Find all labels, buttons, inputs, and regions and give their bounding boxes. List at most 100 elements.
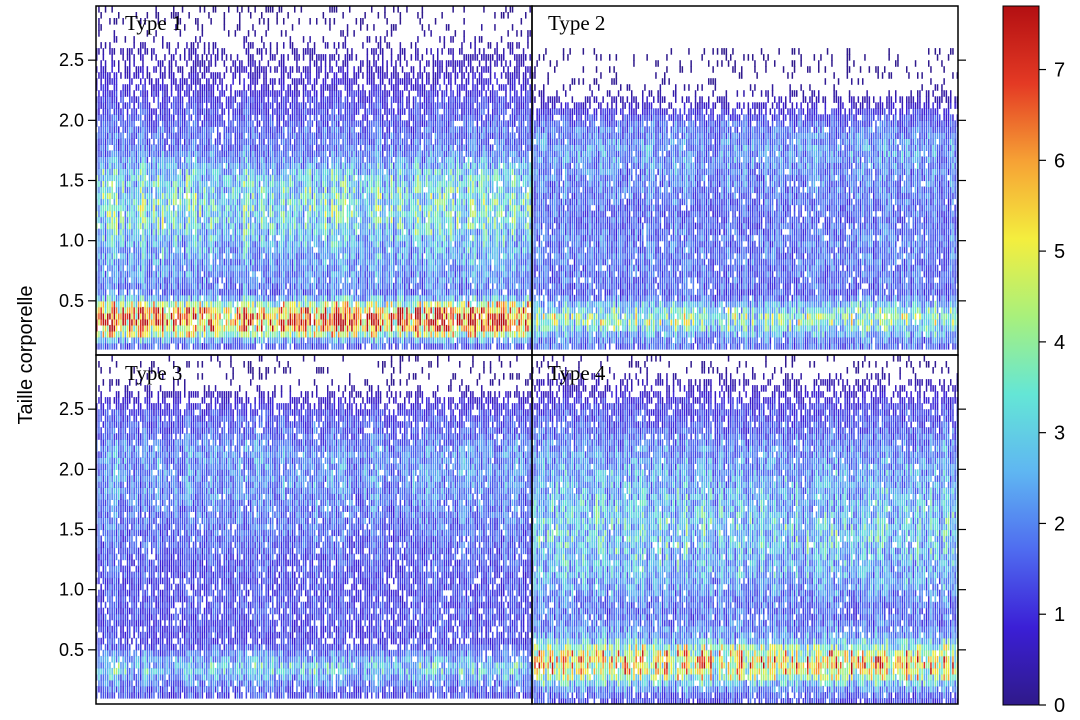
heat-cell bbox=[329, 288, 331, 296]
heat-cell bbox=[320, 192, 322, 200]
heat-cell bbox=[320, 240, 322, 248]
heat-cell bbox=[175, 12, 177, 19]
heat-cell bbox=[144, 114, 146, 121]
heat-cell bbox=[184, 174, 186, 182]
heat-cell bbox=[263, 330, 265, 338]
heat-cell bbox=[280, 282, 283, 290]
heat-cell bbox=[206, 228, 208, 236]
heat-cell bbox=[276, 162, 278, 169]
heat-cell bbox=[298, 234, 300, 242]
heat-cell bbox=[236, 288, 239, 296]
heat-cell bbox=[170, 324, 173, 332]
heat-cell bbox=[239, 252, 241, 260]
heat-cell bbox=[287, 138, 289, 145]
heat-cell bbox=[118, 264, 120, 272]
heat-cell bbox=[208, 210, 210, 218]
heat-cell bbox=[223, 48, 226, 55]
heat-cell bbox=[267, 180, 270, 188]
heat-cell bbox=[324, 324, 327, 332]
heat-cell bbox=[175, 102, 177, 109]
heat-cell bbox=[155, 234, 157, 242]
heat-cell bbox=[263, 282, 265, 290]
heat-cell bbox=[206, 192, 208, 200]
heat-cell bbox=[214, 330, 217, 338]
heat-cell bbox=[166, 114, 168, 121]
heat-cell bbox=[232, 198, 234, 206]
heat-cell bbox=[210, 54, 212, 61]
heat-cell bbox=[329, 168, 331, 176]
heat-cell bbox=[239, 66, 241, 73]
heat-cell bbox=[144, 246, 146, 254]
heat-cell bbox=[234, 318, 237, 326]
heat-cell bbox=[223, 312, 226, 320]
heat-cell bbox=[320, 343, 322, 350]
heat-cell bbox=[320, 180, 322, 188]
heat-cell bbox=[320, 204, 322, 212]
heat-cell bbox=[230, 336, 232, 344]
heat-cell bbox=[287, 270, 289, 278]
heat-cell bbox=[316, 108, 318, 115]
heat-cell bbox=[142, 132, 144, 139]
heat-cell bbox=[316, 204, 318, 212]
heat-cell bbox=[291, 186, 294, 194]
heat-cell bbox=[214, 174, 217, 182]
heat-cell bbox=[289, 216, 292, 224]
heat-cell bbox=[159, 198, 162, 206]
heat-cell bbox=[212, 156, 215, 163]
heat-cell bbox=[203, 6, 206, 13]
heat-cell bbox=[263, 228, 265, 236]
heat-cell bbox=[217, 138, 219, 145]
heat-cell bbox=[164, 150, 166, 157]
heat-cell bbox=[313, 258, 316, 266]
heat-cell bbox=[285, 294, 287, 302]
heat-cell bbox=[245, 300, 248, 308]
heat-cell bbox=[276, 120, 278, 127]
heat-cell bbox=[225, 168, 228, 176]
heat-cell bbox=[192, 204, 195, 212]
heat-cell bbox=[190, 198, 193, 206]
heat-cell bbox=[247, 300, 250, 308]
heat-cell bbox=[144, 258, 146, 266]
heat-cell bbox=[320, 270, 322, 278]
heat-cell bbox=[120, 264, 122, 272]
heat-cell bbox=[298, 324, 300, 332]
heat-cell bbox=[131, 282, 133, 290]
heat-cell bbox=[228, 228, 230, 236]
heat-cell bbox=[250, 54, 252, 61]
heat-cell bbox=[181, 336, 184, 344]
heat-cell bbox=[316, 258, 318, 266]
heat-cell bbox=[274, 174, 276, 182]
heat-cell bbox=[206, 288, 208, 296]
heat-cell bbox=[122, 204, 124, 212]
heat-cell bbox=[133, 234, 135, 242]
heat-cell bbox=[291, 222, 294, 230]
heat-cell bbox=[241, 102, 243, 109]
heat-cell bbox=[280, 60, 283, 67]
heat-cell bbox=[214, 216, 217, 224]
heat-cell bbox=[265, 120, 267, 127]
heat-cell bbox=[256, 288, 259, 296]
heat-cell bbox=[192, 210, 195, 218]
heat-cell bbox=[225, 126, 228, 133]
heat-cell bbox=[245, 120, 248, 127]
heat-cell bbox=[210, 96, 212, 103]
heat-cell bbox=[131, 228, 133, 236]
heat-cell bbox=[234, 204, 237, 212]
heat-cell bbox=[294, 282, 296, 290]
heat-cell bbox=[265, 198, 267, 206]
heat-cell bbox=[250, 66, 252, 73]
heat-cell bbox=[283, 102, 285, 109]
heat-cell bbox=[302, 168, 305, 176]
heat-cell bbox=[241, 138, 243, 145]
heat-cell bbox=[333, 126, 336, 133]
heat-cell bbox=[276, 42, 278, 49]
heat-cell bbox=[322, 162, 325, 169]
heat-cell bbox=[327, 198, 329, 206]
heat-cell bbox=[109, 276, 111, 284]
heat-cell bbox=[190, 222, 193, 230]
heat-cell bbox=[302, 324, 305, 332]
heat-cell bbox=[214, 120, 217, 127]
heat-cell bbox=[289, 343, 292, 350]
heat-cell bbox=[155, 144, 157, 151]
heat-cell bbox=[199, 204, 201, 212]
